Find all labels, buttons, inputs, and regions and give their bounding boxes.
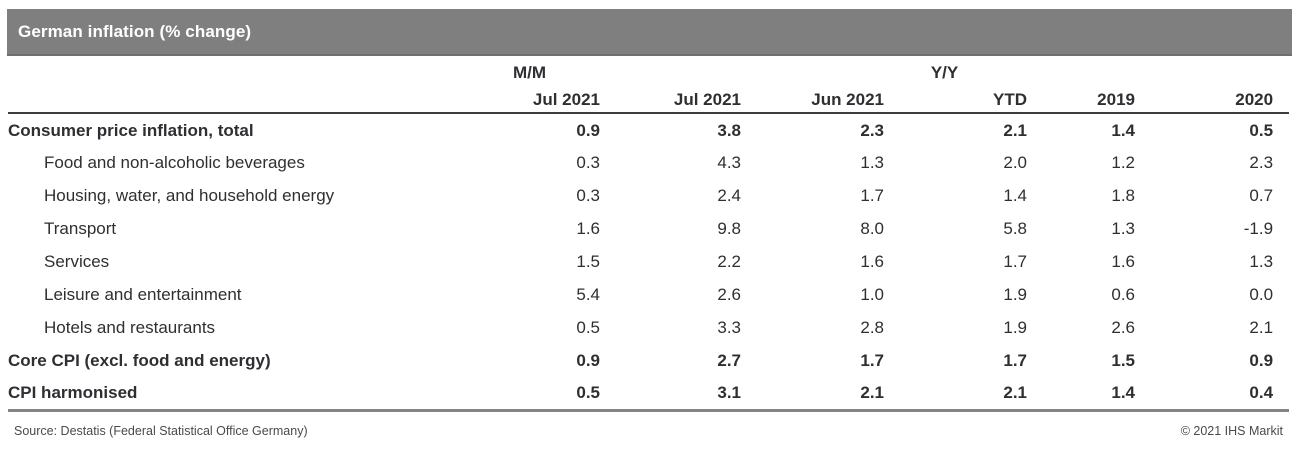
cell-value: 0.3	[576, 186, 600, 205]
row-label: Services	[44, 252, 110, 271]
column-header-yy-jul-2021: Jul 2021	[600, 86, 741, 114]
cell-value: 1.7	[860, 186, 884, 205]
table-row: Transport 1.6 9.8 8.0 5.8 1.3 -1.9	[8, 212, 1289, 245]
cell-value: 1.4	[1111, 120, 1135, 140]
table-row: Leisure and entertainment 5.4 2.6 1.0 1.9 0.6…	[8, 278, 1289, 311]
cell-value: 3.3	[717, 318, 741, 337]
cell-value: 1.7	[860, 351, 884, 370]
cell-value: 1.5	[576, 252, 600, 271]
cell-value: 1.3	[1249, 252, 1274, 271]
cell-value: 0.3	[576, 153, 600, 172]
column-header-row: Jul 2021 Jul 2021 Jun 2021 YTD 2019 2020	[8, 86, 1290, 114]
cell-value: 0.5	[576, 318, 600, 337]
column-header-2019: 2019	[1027, 86, 1135, 114]
cell-value: 1.4	[1027, 377, 1135, 412]
cell-value: 1.6	[860, 252, 884, 271]
copyright-note: © 2021 IHS Markit	[1180, 424, 1283, 438]
cell-value: -1.9	[1243, 219, 1274, 238]
column-header-yy-jun-2021: Jun 2021	[741, 86, 884, 114]
cell-value: 1.2	[1111, 153, 1135, 172]
cell-value: 0.9	[576, 351, 600, 370]
row-label: Leisure and entertainment	[44, 285, 242, 304]
group-header-yy: Y/Y	[930, 62, 959, 82]
cell-value: 1.0	[860, 285, 884, 304]
table-row: Core CPI (excl. food and energy) 0.9 2.7 1.…	[8, 344, 1289, 377]
cell-value: 8.0	[860, 219, 884, 238]
column-group-row: M/M Y/Y	[8, 58, 1289, 86]
row-label: Consumer price inflation, total	[8, 120, 254, 140]
row-label: Core CPI (excl. food and energy)	[8, 351, 271, 370]
cell-value: 2.6	[1111, 318, 1135, 337]
cell-value: 0.7	[1249, 186, 1274, 205]
source-note: Source: Destatis (Federal Statistical Of…	[14, 424, 308, 438]
table-title: German inflation (% change)	[18, 21, 252, 41]
cell-value: 2.0	[1003, 153, 1027, 172]
table-row: Food and non-alcoholic beverages 0.3 4.3 1.…	[8, 146, 1289, 179]
cell-value: 2.1	[741, 377, 884, 412]
cell-value: 2.3	[1249, 153, 1274, 172]
table-row: Consumer price inflation, total 0.9 3.8 2.3…	[8, 113, 1289, 146]
cell-value: 1.8	[1111, 186, 1135, 205]
cell-value: 2.4	[717, 186, 741, 205]
footer: Source: Destatis (Federal Statistical Of…	[14, 424, 1283, 438]
cell-value: 2.3	[860, 120, 884, 140]
row-label: Housing, water, and household energy	[44, 186, 335, 205]
cell-value: 0.4	[1135, 377, 1290, 412]
cell-value: 2.1	[884, 377, 1027, 412]
cell-value: 1.6	[576, 219, 600, 238]
cell-value: 1.7	[1003, 252, 1027, 271]
row-label: Food and non-alcoholic beverages	[44, 153, 305, 172]
title-bar: German inflation (% change)	[7, 9, 1292, 56]
cell-value: 1.9	[1003, 285, 1027, 304]
column-header-ytd: YTD	[884, 86, 1027, 114]
inflation-table: M/M Y/Y Jul 2021 Jul 2021 Jun 2021 YTD 2…	[8, 58, 1290, 412]
cell-value: 5.4	[576, 285, 600, 304]
row-label: CPI harmonised	[8, 377, 459, 412]
cell-value: 1.5	[1111, 351, 1135, 370]
cell-value: 2.6	[717, 285, 741, 304]
cell-value: 9.8	[717, 219, 741, 238]
cell-value: 3.1	[600, 377, 741, 412]
cell-value: 0.9	[576, 120, 600, 140]
cell-value: 0.5	[459, 377, 600, 412]
table-row: Services 1.5 2.2 1.6 1.7 1.6 1.3	[8, 245, 1289, 278]
cell-value: 1.9	[1003, 318, 1027, 337]
cell-value: 0.5	[1249, 120, 1274, 140]
empty-corner-cell	[8, 58, 459, 86]
cell-value: 4.3	[717, 153, 741, 172]
cell-value: 3.8	[717, 120, 741, 140]
table-row: Housing, water, and household energy 0.3 2…	[8, 179, 1289, 212]
cell-value: 0.9	[1249, 351, 1274, 370]
cell-value: 1.4	[1003, 186, 1027, 205]
table-body: Consumer price inflation, total 0.9 3.8 2.3…	[8, 113, 1290, 412]
row-label: Hotels and restaurants	[44, 318, 216, 337]
cell-value: 2.7	[717, 351, 741, 370]
table-row: CPI harmonised 0.5 3.1 2.1 2.1 1.4 0.4	[8, 377, 1290, 412]
cell-value: 2.1	[1249, 318, 1274, 337]
row-label: Transport	[44, 219, 117, 238]
cell-value: 1.7	[1003, 351, 1027, 370]
cell-value: 2.2	[717, 252, 741, 271]
cell-value: 1.3	[1111, 219, 1135, 238]
empty-label-header	[8, 86, 459, 114]
cell-value: 1.3	[860, 153, 884, 172]
cell-value: 1.6	[1111, 252, 1135, 271]
cell-value: 5.8	[1003, 219, 1027, 238]
column-header-2020: 2020	[1135, 86, 1290, 114]
cell-value: 2.1	[1003, 120, 1027, 140]
cell-value: 0.0	[1249, 285, 1274, 304]
table-row: Hotels and restaurants 0.5 3.3 2.8 1.9 2.6 2.1	[8, 311, 1289, 344]
group-header-mm: M/M	[512, 62, 547, 82]
column-header-mm-jul-2021: Jul 2021	[459, 86, 600, 114]
cell-value: 2.8	[860, 318, 884, 337]
cell-value: 0.6	[1111, 285, 1135, 304]
